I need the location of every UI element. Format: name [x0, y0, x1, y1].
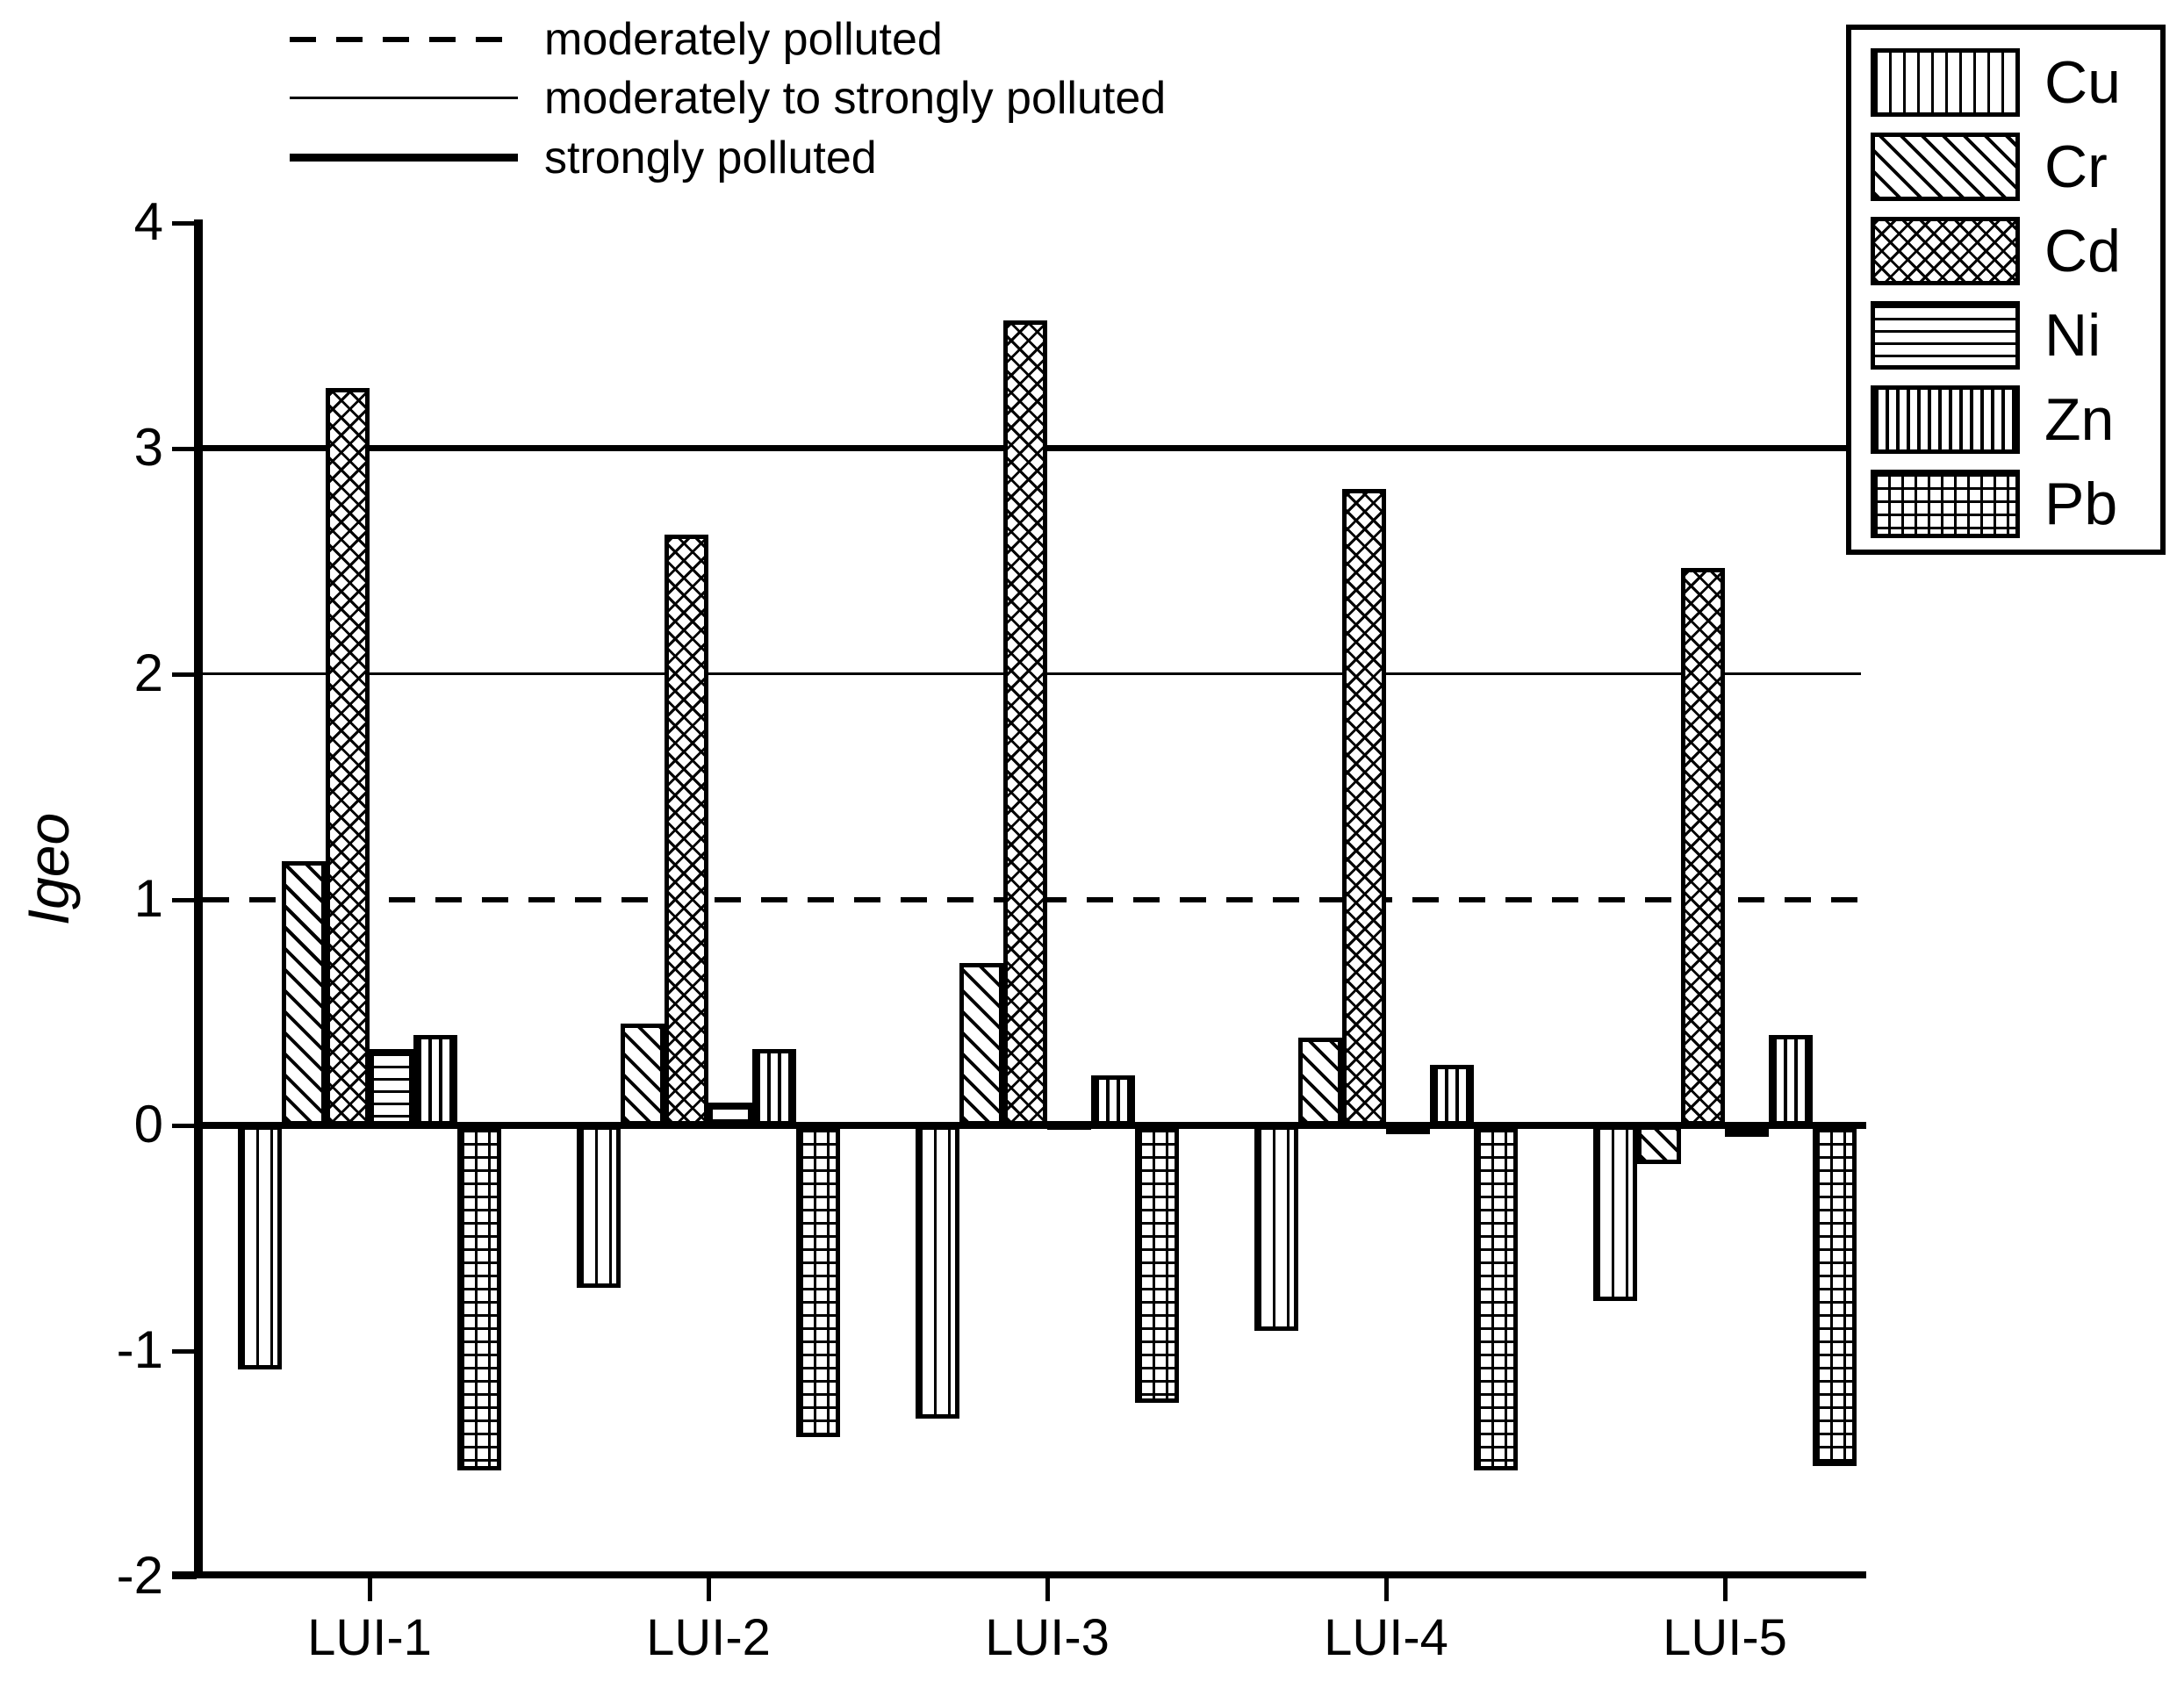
horizontal-lines-swatch — [1871, 301, 2020, 370]
bar-pb-lui-4 — [1474, 1125, 1518, 1470]
pollution-line-sample-thick — [290, 154, 518, 162]
legend-item-zn: Zn — [1871, 377, 2114, 462]
bar-zn-lui-4 — [1430, 1065, 1474, 1125]
bar-ni-lui-5 — [1725, 1125, 1769, 1137]
bar-cr-lui-5 — [1637, 1125, 1681, 1164]
bar-cu-lui-5 — [1593, 1125, 1637, 1301]
y-tick-label: 3 — [133, 418, 163, 477]
x-tick-label: LUI-3 — [985, 1609, 1110, 1666]
diagonal-lines-swatch — [1871, 133, 2020, 201]
pollution-line-sample-dashed — [290, 37, 518, 42]
legend-item-label: Cu — [2044, 49, 2121, 116]
bar-pb-lui-2 — [796, 1125, 840, 1437]
grid-hatch-swatch — [1871, 470, 2020, 538]
bar-cd-lui-1 — [326, 388, 370, 1125]
zero-baseline — [203, 1122, 1866, 1129]
bar-ni-lui-4 — [1386, 1125, 1430, 1134]
y-tick-mark — [172, 447, 197, 451]
bar-cu-lui-2 — [577, 1125, 621, 1288]
x-tick-mark — [1723, 1578, 1728, 1601]
legend: Cu Cr Cd Ni Zn Pb — [1846, 25, 2166, 555]
x-axis — [172, 1571, 1866, 1578]
bar-cd-lui-2 — [665, 535, 708, 1125]
vertical-thin-lines-swatch — [1871, 48, 2020, 117]
bar-cr-lui-3 — [959, 963, 1003, 1125]
vertical-thick-lines-swatch — [1871, 385, 2020, 454]
bar-cr-lui-2 — [621, 1024, 665, 1125]
y-tick-label: 0 — [133, 1095, 163, 1154]
bar-cu-lui-4 — [1254, 1125, 1298, 1331]
bar-cr-lui-4 — [1298, 1038, 1342, 1125]
legend-item-cd: Cd — [1871, 209, 2121, 293]
bar-pb-lui-5 — [1813, 1125, 1857, 1466]
y-tick-label: -2 — [116, 1546, 163, 1605]
legend-item-pb: Pb — [1871, 462, 2117, 546]
bar-pb-lui-3 — [1135, 1125, 1179, 1403]
y-tick-mark — [172, 1575, 197, 1579]
pollution-level-label: strongly polluted — [544, 133, 877, 183]
y-tick-label: 2 — [133, 643, 163, 702]
legend-item-label: Cr — [2044, 133, 2108, 200]
legend-item-label: Zn — [2044, 386, 2115, 453]
x-tick-label: LUI-2 — [646, 1609, 771, 1666]
y-tick-mark — [172, 1349, 197, 1354]
legend-item-label: Cd — [2044, 218, 2121, 284]
bar-ni-lui-1 — [370, 1049, 413, 1125]
x-tick-label: LUI-4 — [1324, 1609, 1448, 1666]
pollution-level-label: moderately to strongly polluted — [544, 73, 1167, 124]
y-tick-mark — [172, 221, 197, 226]
bar-cr-lui-1 — [282, 861, 326, 1125]
legend-item-cr: Cr — [1871, 125, 2108, 209]
legend-item-ni: Ni — [1871, 293, 2101, 377]
bar-cd-lui-5 — [1681, 568, 1725, 1125]
bar-cd-lui-3 — [1003, 320, 1047, 1125]
y-tick-label: 1 — [133, 869, 163, 928]
bar-zn-lui-5 — [1769, 1035, 1813, 1125]
x-tick-mark — [707, 1578, 711, 1601]
diamond-crosshatch-swatch — [1871, 217, 2020, 285]
y-tick-label: 4 — [133, 192, 163, 251]
x-tick-mark — [1384, 1578, 1389, 1601]
x-tick-label: LUI-5 — [1663, 1609, 1787, 1666]
bar-ni-lui-2 — [708, 1103, 752, 1125]
bar-zn-lui-2 — [752, 1049, 796, 1125]
y-tick-mark — [172, 898, 197, 902]
y-tick-label: -1 — [116, 1320, 163, 1379]
legend-item-label: Ni — [2044, 302, 2101, 369]
bar-cd-lui-4 — [1342, 489, 1386, 1125]
bar-pb-lui-1 — [457, 1125, 501, 1470]
bar-zn-lui-3 — [1091, 1075, 1135, 1125]
legend-item-label: Pb — [2044, 471, 2118, 537]
bar-zn-lui-1 — [413, 1035, 457, 1125]
x-tick-mark — [1045, 1578, 1050, 1601]
bar-cu-lui-1 — [238, 1125, 282, 1369]
x-tick-label: LUI-1 — [307, 1609, 432, 1666]
pollution-line-sample-thin — [290, 97, 518, 99]
legend-item-cu: Cu — [1871, 40, 2121, 125]
pollution-level-label: moderately polluted — [544, 14, 943, 65]
bar-cu-lui-3 — [916, 1125, 959, 1419]
y-tick-mark — [172, 1124, 197, 1128]
bar-ni-lui-3 — [1047, 1121, 1091, 1130]
y-axis — [194, 219, 203, 1578]
y-tick-mark — [172, 672, 197, 677]
y-axis-label: Igeo — [16, 812, 81, 926]
x-tick-mark — [368, 1578, 372, 1601]
